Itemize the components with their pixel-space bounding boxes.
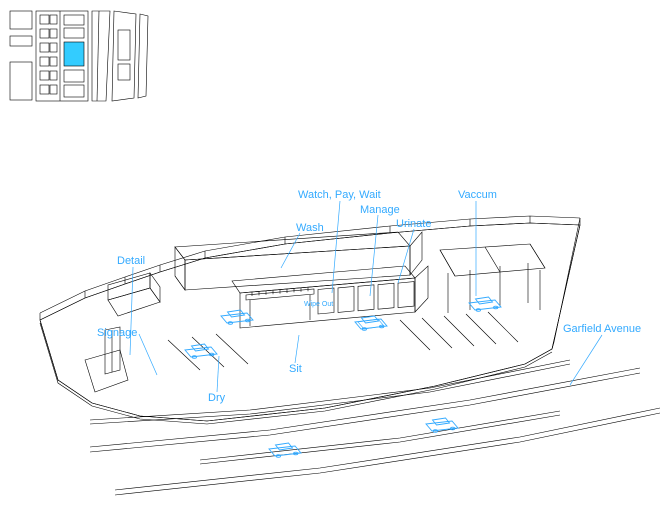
label-watchpay: Watch, Pay, Wait xyxy=(298,189,381,201)
label-garfield: Garfield Avenue xyxy=(563,323,641,335)
car xyxy=(221,310,253,324)
label-wash: Wash xyxy=(296,222,324,234)
car xyxy=(469,297,501,311)
label-sit: Sit xyxy=(289,363,302,375)
car xyxy=(426,418,458,432)
label-vaccum: Vaccum xyxy=(458,189,497,201)
keymap xyxy=(10,11,148,101)
label-urinate: Urinate xyxy=(396,218,431,230)
car xyxy=(355,316,387,330)
car xyxy=(269,443,301,457)
label-detail: Detail xyxy=(117,255,145,267)
label-manage: Manage xyxy=(360,204,400,216)
label-signage: Signage xyxy=(97,327,137,339)
label-dry: Dry xyxy=(208,392,225,404)
car xyxy=(185,344,217,358)
diagram-canvas: Wipe Out xyxy=(0,0,670,517)
svg-text:Wipe Out: Wipe Out xyxy=(304,301,333,308)
